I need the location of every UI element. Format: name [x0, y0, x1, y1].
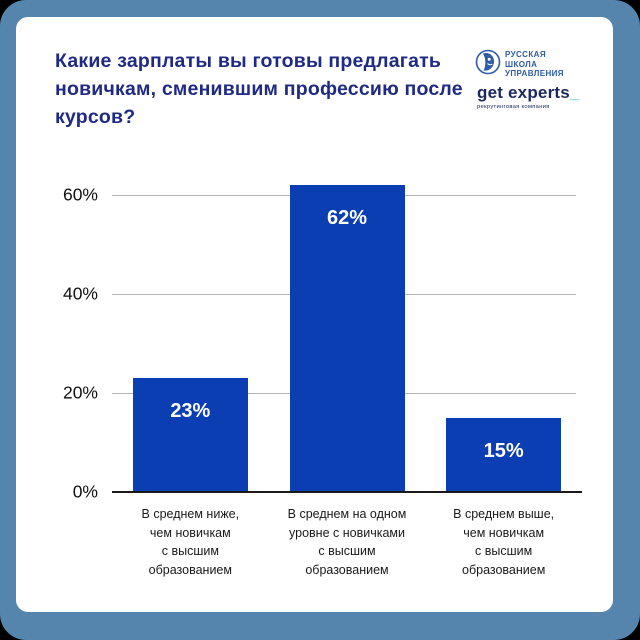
get-experts-logo: get experts_ рекрутинговая компания	[477, 83, 580, 110]
y-axis-tick-0%: 0%	[72, 481, 98, 502]
rsu-logo-line2: ШКОЛА	[505, 59, 538, 69]
bar-value-label-1: 23%	[170, 400, 211, 423]
get-experts-wordmark-text: get experts	[477, 83, 570, 102]
bar-value-label-2: 62%	[326, 207, 368, 229]
rsu-logo-line1: РУССКАЯ	[505, 50, 546, 60]
get-experts-wordmark: get experts_	[477, 83, 580, 103]
y-axis-tick-60%: 60%	[62, 184, 98, 205]
x-axis-category-3: В среднем выше, чем новичкам с высшим об…	[453, 507, 555, 577]
rsu-face-icon	[475, 49, 501, 80]
x-axis-category-2: В среднем на одном уровне с новичками с …	[287, 507, 407, 577]
x-axis-line	[112, 491, 582, 493]
bar-chart: 0% 20% 40% 60% 23% 62% 15% В среднем ниже, чем …	[16, 17, 613, 612]
x-axis-category-1: В среднем ниже, чем новичкам с высшим об…	[141, 507, 240, 577]
bar-2: 62%	[289, 185, 405, 492]
chart-title: Какие зарплаты вы готовы предлагать нови…	[55, 50, 463, 128]
get-experts-underscore: _	[569, 83, 580, 102]
bar-3: 15%	[446, 417, 562, 492]
y-axis-tick-40%: 40%	[62, 283, 98, 304]
bar-value-label-3: 15%	[483, 439, 524, 462]
rsu-logo: РУССКАЯ ШКОЛА УПРАВЛЕНИЯ	[475, 49, 564, 80]
get-experts-tagline: рекрутинговая компания	[477, 104, 550, 110]
rsu-logo-text: РУССКАЯ ШКОЛА УПРАВЛЕНИЯ	[505, 50, 564, 79]
y-axis-tick-20%: 20%	[62, 382, 98, 403]
bar-1: 23%	[132, 378, 248, 492]
rsu-logo-line3: УПРАВЛЕНИЯ	[505, 69, 564, 79]
infographic-card: Какие зарплаты вы готовы предлагать нови…	[16, 17, 613, 612]
